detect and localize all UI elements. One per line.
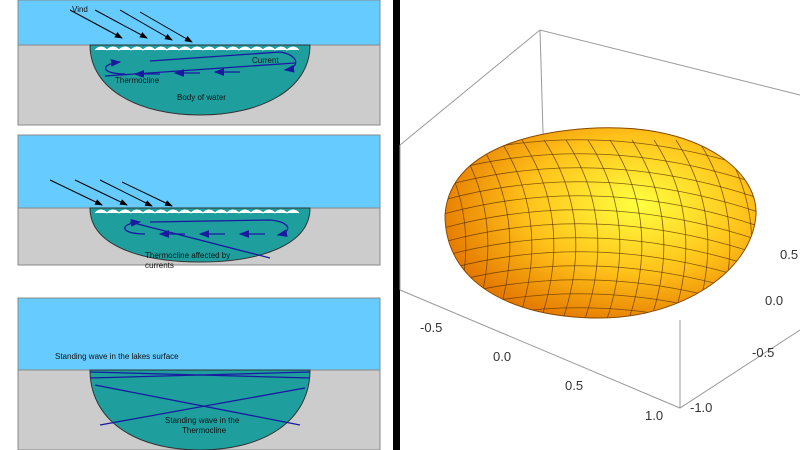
mesh-line — [445, 167, 757, 203]
divider — [393, 0, 400, 450]
surface-plot: -0.5 0.0 0.5 1.0 0.5 0.0 -0.5 -1.0 — [399, 29, 800, 423]
mesh-line — [565, 139, 599, 319]
mesh-line — [445, 251, 757, 287]
mesh-line — [445, 209, 757, 245]
mesh-line — [587, 139, 621, 319]
tick-label: 0.0 — [765, 293, 783, 308]
label: currents — [145, 261, 174, 270]
tick-label: 0.5 — [565, 378, 583, 393]
tick-label: 1.0 — [645, 408, 663, 423]
mesh-line — [521, 139, 555, 319]
mesh-line — [440, 322, 770, 356]
panel-1: Vind Current Thermocline Body of water — [17, 0, 381, 126]
tick-label: 0.5 — [780, 247, 798, 262]
mesh-line — [445, 153, 757, 189]
panel-2: Thermocline affected by currents — [17, 134, 381, 270]
mesh-line — [631, 139, 665, 319]
tick-label: -0.5 — [752, 345, 774, 360]
label: Body of water — [177, 93, 226, 102]
mesh-line — [445, 181, 757, 217]
tick-label: -1.0 — [690, 400, 712, 415]
panel-3: Standing wave in the lakes surface Stand… — [17, 297, 381, 450]
mesh-line — [609, 139, 643, 319]
label: Current — [252, 56, 279, 65]
mesh-line — [440, 336, 770, 370]
mesh-line — [445, 237, 757, 273]
label: Thermocline — [115, 76, 160, 85]
mesh-line — [543, 139, 577, 319]
tick-label: 0.0 — [493, 349, 511, 364]
label: Thermocline affected by — [145, 251, 230, 260]
tick-label: -0.5 — [420, 320, 442, 335]
mesh-line — [445, 223, 757, 259]
mesh-line — [499, 139, 533, 319]
label: Standing wave in the — [165, 416, 240, 425]
label: Standing wave in the lakes surface — [55, 352, 179, 361]
mesh-line — [445, 195, 757, 231]
label: Thermocline — [182, 426, 227, 435]
label: Vind — [72, 5, 88, 14]
